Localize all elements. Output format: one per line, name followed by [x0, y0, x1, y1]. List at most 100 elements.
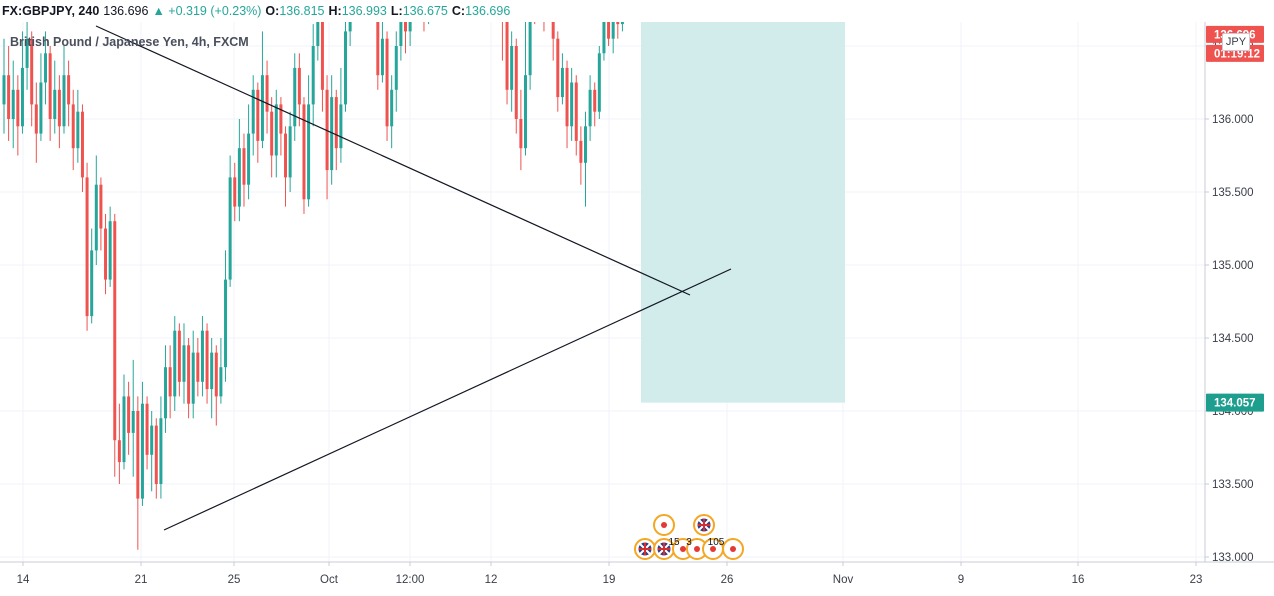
candle-body: [297, 67, 301, 105]
candle-body: [11, 89, 15, 119]
candle-body: [399, 22, 403, 46]
candle-body: [565, 67, 569, 127]
event-count: 3: [686, 537, 692, 548]
candle-body: [228, 177, 232, 280]
candle-body: [168, 367, 172, 397]
candle-body: [528, 22, 532, 76]
candle-body: [145, 403, 149, 455]
candle-body: [616, 22, 620, 25]
candle-body: [76, 111, 80, 149]
y-tick-label: 134.500: [1212, 333, 1254, 345]
candle-body: [505, 22, 509, 90]
candle-body: [182, 345, 186, 382]
candle-body: [34, 104, 38, 134]
candle-body: [293, 67, 297, 127]
trendlines[interactable]: [95, 25, 732, 531]
candle-body: [214, 352, 218, 397]
economic-events[interactable]: 15 3 105: [634, 514, 744, 560]
candle-body: [159, 418, 163, 484]
take-profit-zone[interactable]: [641, 22, 845, 403]
candle-body: [237, 148, 241, 207]
candle-body: [574, 82, 578, 141]
candle-body: [570, 82, 574, 127]
candle-body: [510, 46, 514, 90]
price-axis[interactable]: 133.000133.500134.000134.500135.000135.5…: [1204, 22, 1254, 564]
candle-body: [260, 75, 264, 141]
candle-body: [196, 352, 200, 382]
chart-grid: [0, 22, 1205, 562]
candle-body: [579, 140, 583, 163]
candle-body: [514, 46, 518, 119]
open-label: O:: [265, 4, 280, 18]
candle-body: [94, 184, 98, 251]
high-value: 136.993: [341, 4, 387, 18]
descending-trendline[interactable]: [95, 25, 691, 296]
candle-body: [25, 38, 29, 68]
low-value: 136.675: [402, 4, 448, 18]
candle-body: [44, 53, 48, 83]
candle-body: [560, 67, 564, 98]
price-chart[interactable]: 15 3 105 133.000133.500134.000134.500135.0…: [0, 22, 1274, 596]
event-count: 15: [668, 537, 680, 548]
candle-body: [219, 367, 223, 397]
x-tick-label: 19: [603, 574, 616, 586]
event-dot: [730, 546, 736, 552]
candle-body: [376, 22, 380, 76]
candle-body: [30, 38, 34, 105]
ascending-trendline[interactable]: [163, 268, 732, 531]
y-tick-label: 133.000: [1212, 552, 1254, 564]
candle-body: [164, 367, 168, 419]
currency-button[interactable]: JPY: [1222, 33, 1250, 51]
candle-body: [597, 53, 601, 112]
candle-body: [48, 53, 52, 119]
x-tick-label: 26: [721, 574, 734, 586]
candle-body: [16, 89, 20, 127]
candle-body: [224, 279, 228, 368]
candle-body: [122, 396, 126, 463]
candle-body: [344, 31, 348, 105]
chart-title: British Pound / Japanese Yen, 4h, FXCM: [10, 35, 249, 49]
x-tick-label: 16: [1072, 574, 1085, 586]
candle-body: [519, 119, 523, 149]
position-zones[interactable]: [0, 22, 1205, 403]
candle-body: [583, 126, 587, 163]
candle-body: [62, 75, 66, 127]
x-tick-label: 9: [958, 574, 964, 586]
candle-body: [256, 89, 260, 141]
candle-body: [385, 38, 389, 127]
time-axis[interactable]: 14 21 25 Oct 12:00 12 19 26 Nov 9 16 23: [0, 561, 1274, 586]
x-tick-label: Oct: [320, 574, 339, 586]
candle-body: [191, 352, 195, 404]
candle-body: [311, 46, 315, 105]
candle-body: [242, 148, 246, 185]
high-label: H:: [328, 4, 342, 18]
candle-body: [265, 75, 269, 112]
x-tick-label: 23: [1190, 574, 1203, 586]
candle-body: [140, 403, 144, 499]
candle-body: [20, 67, 24, 127]
candle-body: [57, 89, 61, 127]
candle-body: [607, 22, 611, 39]
close-value: 136.696: [465, 4, 511, 18]
open-value: 136.815: [279, 4, 325, 18]
candle-body: [131, 411, 135, 433]
candle-body: [117, 440, 121, 463]
candle-body: [620, 22, 624, 25]
candle-body: [334, 97, 338, 149]
candle-body: [90, 250, 94, 317]
candle-body: [270, 111, 274, 156]
event-dot: [661, 522, 667, 528]
symbol-interval[interactable]: FX:GBPJPY, 240: [2, 4, 100, 18]
bar-countdown-tag: 01:19:12: [1214, 48, 1260, 60]
event-dot: [694, 546, 700, 552]
candle-body: [307, 104, 311, 200]
candle-body: [53, 89, 57, 119]
target-price-tag: 134.057: [1214, 398, 1256, 410]
low-label: L:: [390, 4, 403, 18]
last-price: 136.696: [103, 4, 149, 18]
candle-body: [2, 75, 6, 105]
candle-body: [113, 221, 117, 441]
x-tick-label: 14: [17, 574, 30, 586]
candle-body: [233, 177, 237, 207]
candle-body: [279, 104, 283, 134]
